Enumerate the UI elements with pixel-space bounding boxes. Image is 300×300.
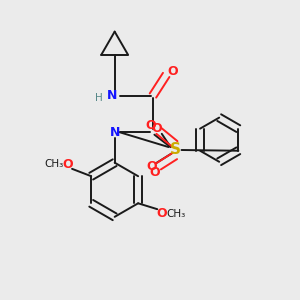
Text: O: O: [145, 119, 156, 132]
Text: CH₃: CH₃: [166, 208, 185, 219]
Text: O: O: [156, 207, 167, 220]
Text: N: N: [106, 89, 117, 102]
Text: O: O: [62, 158, 73, 171]
Text: H: H: [95, 93, 103, 103]
Text: S: S: [169, 142, 181, 158]
Text: O: O: [146, 160, 157, 173]
Text: O: O: [149, 166, 160, 178]
Text: O: O: [151, 122, 162, 135]
Text: O: O: [167, 65, 178, 79]
Text: CH₃: CH₃: [44, 159, 63, 170]
Text: N: N: [110, 126, 120, 139]
